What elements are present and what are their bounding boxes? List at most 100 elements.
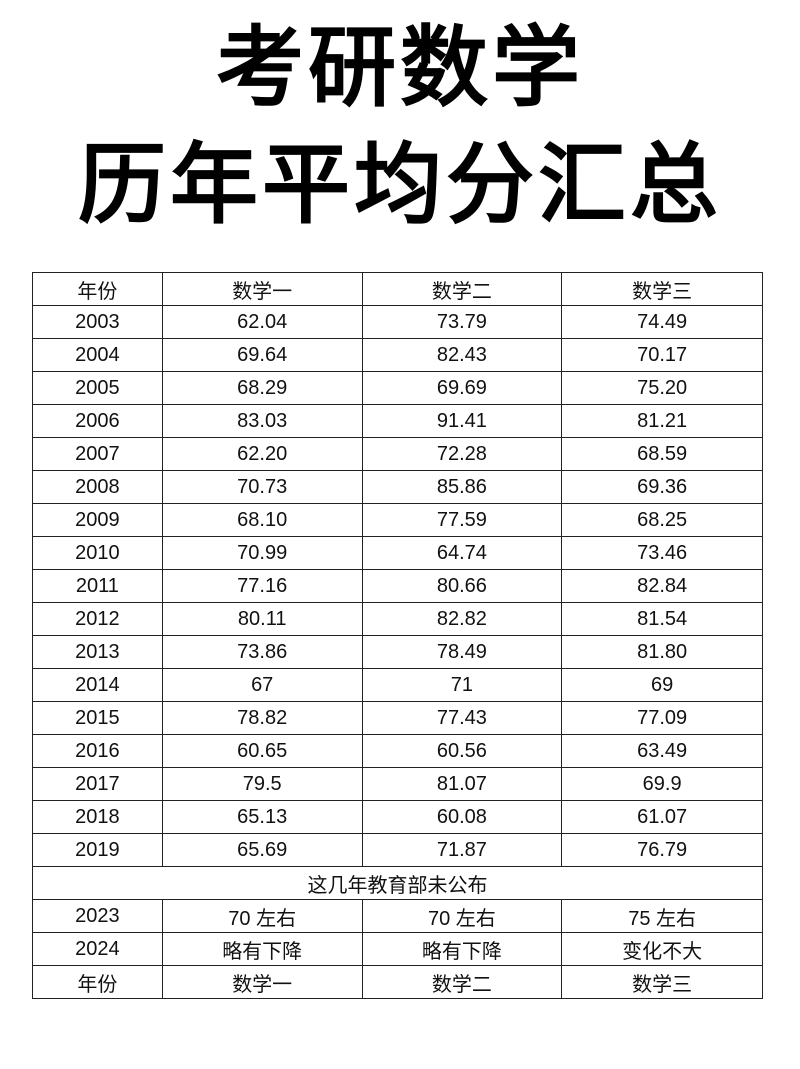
table-cell: 77.43 <box>361 701 563 735</box>
table-cell: 73.86 <box>161 635 363 669</box>
table-row: 2005 68.29 69.69 75.20 <box>32 371 763 405</box>
table-cell: 2009 <box>32 503 163 537</box>
table-cell: 73.46 <box>561 536 763 570</box>
table-cell: 2010 <box>32 536 163 570</box>
table-row: 2009 68.10 77.59 68.25 <box>32 503 763 537</box>
table-cell: 77.59 <box>361 503 563 537</box>
table-cell: 71.87 <box>361 833 563 867</box>
table-cell: 91.41 <box>361 404 563 438</box>
table-row: 2012 80.11 82.82 81.54 <box>32 602 763 636</box>
table-cell: 82.82 <box>361 602 563 636</box>
table-cell: 77.09 <box>561 701 763 735</box>
table-cell: 60.08 <box>361 800 563 834</box>
table-row: 2003 62.04 73.79 74.49 <box>32 305 763 339</box>
table-cell: 63.49 <box>561 734 763 768</box>
table-cell: 71 <box>361 668 563 702</box>
table-cell: 数学三 <box>561 965 763 999</box>
page-title: 考研数学 <box>215 18 584 117</box>
table-cell: 2004 <box>32 338 163 372</box>
table-cell: 79.5 <box>161 767 363 801</box>
table-row: 2024 略有下降 略有下降 变化不大 <box>32 932 763 966</box>
table-cell: 81.07 <box>361 767 563 801</box>
average-score-table: 年份 数学一 数学二 数学三 2003 62.04 73.79 74.49 2004 69.64 8… <box>32 272 763 999</box>
table-cell: 数学二 <box>361 965 563 999</box>
table-cell: 70.17 <box>561 338 763 372</box>
table-cell: 69.9 <box>561 767 763 801</box>
table-cell: 年份 <box>32 272 163 306</box>
table-cell: 略有下降 <box>161 932 363 966</box>
table-cell: 2014 <box>32 668 163 702</box>
table-row: 2019 65.69 71.87 76.79 <box>32 833 763 867</box>
table-cell: 变化不大 <box>561 932 763 966</box>
table-cell: 略有下降 <box>361 932 563 966</box>
table-cell: 2003 <box>32 305 163 339</box>
table-cell: 69.36 <box>561 470 763 504</box>
table-cell: 数学一 <box>161 272 363 306</box>
table-cell: 2018 <box>32 800 163 834</box>
table-cell: 2024 <box>32 932 163 966</box>
table-cell: 60.65 <box>161 734 363 768</box>
table-cell: 2007 <box>32 437 163 471</box>
table-cell: 2011 <box>32 569 163 603</box>
table-cell: 68.10 <box>161 503 363 537</box>
table-cell: 2015 <box>32 701 163 735</box>
table-row: 2017 79.5 81.07 69.9 <box>32 767 763 801</box>
table-cell: 78.82 <box>161 701 363 735</box>
table-cell: 70 左右 <box>361 899 563 933</box>
table-cell: 2005 <box>32 371 163 405</box>
table-row: 2006 83.03 91.41 81.21 <box>32 404 763 438</box>
table-row: 2015 78.82 77.43 77.09 <box>32 701 763 735</box>
table-cell: 2016 <box>32 734 163 768</box>
table-cell: 65.13 <box>161 800 363 834</box>
table-cell: 78.49 <box>361 635 563 669</box>
table-cell: 62.20 <box>161 437 363 471</box>
table-row: 2007 62.20 72.28 68.59 <box>32 437 763 471</box>
table-cell: 85.86 <box>361 470 563 504</box>
table-cell: 81.54 <box>561 602 763 636</box>
table-cell: 82.84 <box>561 569 763 603</box>
table-cell: 64.74 <box>361 536 563 570</box>
table-row: 2010 70.99 64.74 73.46 <box>32 536 763 570</box>
table-cell: 2008 <box>32 470 163 504</box>
table-cell: 2023 <box>32 899 163 933</box>
table-row: 2004 69.64 82.43 70.17 <box>32 338 763 372</box>
table-cell: 数学一 <box>161 965 363 999</box>
table-row: 2011 77.16 80.66 82.84 <box>32 569 763 603</box>
table-cell: 2019 <box>32 833 163 867</box>
table-cell: 年份 <box>32 965 163 999</box>
table-cell: 80.66 <box>361 569 563 603</box>
table-cell: 数学三 <box>561 272 763 306</box>
table-row: 2013 73.86 78.49 81.80 <box>32 635 763 669</box>
table-cell: 2012 <box>32 602 163 636</box>
table-row: 2018 65.13 60.08 61.07 <box>32 800 763 834</box>
table-cell: 82.43 <box>361 338 563 372</box>
table-row: 2008 70.73 85.86 69.36 <box>32 470 763 504</box>
table-cell: 69 <box>561 668 763 702</box>
table-cell: 68.29 <box>161 371 363 405</box>
table-row: 2023 70 左右 70 左右 75 左右 <box>32 899 763 933</box>
table-cell: 60.56 <box>361 734 563 768</box>
table-cell: 2013 <box>32 635 163 669</box>
table-row: 2016 60.65 60.56 63.49 <box>32 734 763 768</box>
table-cell: 2006 <box>32 404 163 438</box>
table-cell: 76.79 <box>561 833 763 867</box>
table-cell: 75.20 <box>561 371 763 405</box>
table-cell: 80.11 <box>161 602 363 636</box>
table-cell: 81.21 <box>561 404 763 438</box>
table-cell: 67 <box>161 668 363 702</box>
table-cell: 69.69 <box>361 371 563 405</box>
table-cell: 65.69 <box>161 833 363 867</box>
table-cell: 73.79 <box>361 305 563 339</box>
note-cell: 这几年教育部未公布 <box>32 866 763 900</box>
table-cell: 数学二 <box>361 272 563 306</box>
table-cell: 75 左右 <box>561 899 763 933</box>
table-cell: 83.03 <box>161 404 363 438</box>
table-cell: 72.28 <box>361 437 563 471</box>
table-cell: 69.64 <box>161 338 363 372</box>
header-row: 年份 数学一 数学二 数学三 <box>32 272 763 306</box>
table-cell: 77.16 <box>161 569 363 603</box>
table-row: 2014 67 71 69 <box>32 668 763 702</box>
table-cell: 61.07 <box>561 800 763 834</box>
table-cell: 68.25 <box>561 503 763 537</box>
table-cell: 62.04 <box>161 305 363 339</box>
